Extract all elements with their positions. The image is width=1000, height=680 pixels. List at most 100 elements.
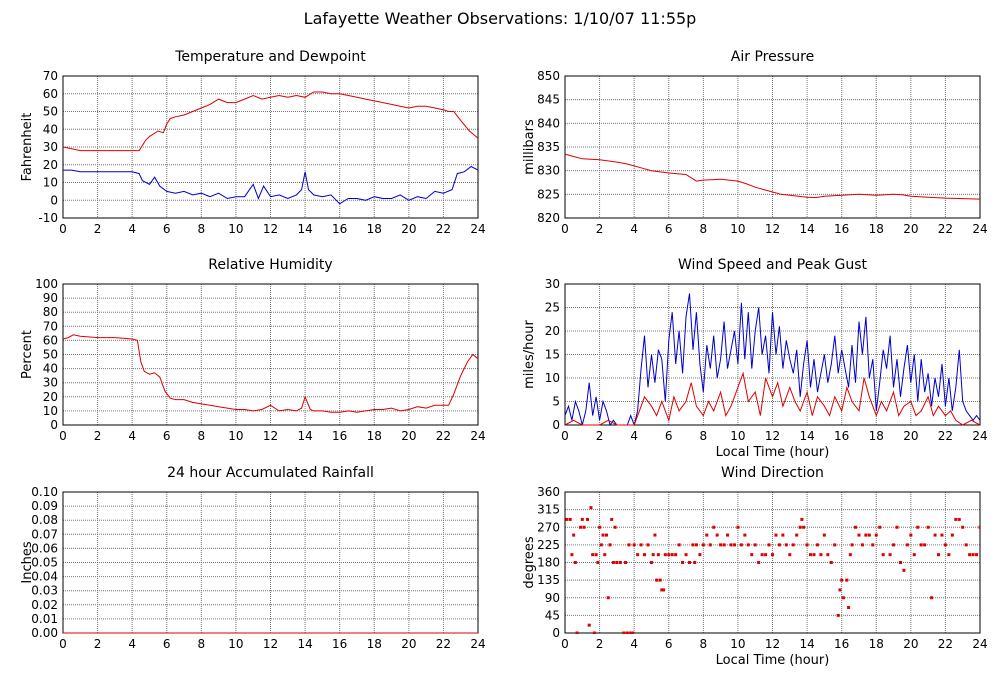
humidity-x-tick-label: 18	[367, 429, 382, 443]
direction-point	[760, 553, 764, 557]
direction-x-axis-label: Local Time (hour)	[716, 653, 830, 668]
direction-y-tick-label: 135	[537, 573, 560, 587]
wind-x-tick-label: 8	[700, 429, 708, 443]
direction-point	[705, 533, 709, 537]
direction-point	[670, 553, 674, 557]
direction-point	[585, 517, 589, 521]
direction-point	[753, 543, 757, 547]
direction-point	[674, 553, 678, 557]
humidity-plot-frame	[62, 283, 479, 426]
humidity-series-red-line	[63, 334, 478, 413]
humidity-y-tick-label: 50	[43, 348, 58, 362]
direction-point	[961, 525, 965, 529]
humidity-x-tick-label: 12	[263, 429, 278, 443]
rain-x-tick-label: 6	[163, 637, 171, 651]
direction-point	[613, 525, 617, 529]
direction-point	[726, 533, 730, 537]
wind-x-tick-label: 16	[834, 429, 849, 443]
direction-point	[629, 631, 633, 634]
direction-point	[587, 623, 591, 627]
temp-y-tick-label: 40	[43, 122, 58, 136]
direction-point	[841, 596, 845, 600]
direction-point	[909, 533, 913, 537]
wind-x-tick-label: 6	[665, 429, 673, 443]
direction-point	[833, 543, 837, 547]
direction-point	[757, 561, 761, 564]
direction-point	[615, 561, 619, 564]
direction-point	[912, 553, 916, 557]
direction-point	[860, 543, 864, 547]
direction-point	[589, 506, 593, 510]
direction-point	[591, 553, 595, 557]
pressure-title: Air Pressure	[731, 49, 814, 65]
direction-point	[592, 631, 596, 634]
direction-point	[663, 553, 667, 557]
wind-plot-frame	[564, 283, 981, 426]
direction-point	[625, 631, 629, 634]
temp-x-tick-label: 4	[128, 222, 136, 236]
direction-point	[610, 517, 614, 521]
direction-point	[605, 533, 608, 537]
temp-y-tick-label: -10	[38, 211, 58, 225]
direction-point	[916, 525, 920, 529]
direction-y-tick-label: 315	[537, 503, 560, 517]
direction-point	[584, 487, 587, 490]
rain-x-tick-label: 4	[128, 637, 136, 651]
temp-x-tick-label: 16	[332, 222, 347, 236]
wind-x-tick-label: 18	[869, 429, 884, 443]
direction-x-tick-label: 16	[834, 637, 849, 651]
humidity-y-tick-label: 30	[43, 376, 58, 390]
temp-x-tick-label: 2	[94, 222, 102, 236]
humidity-y-tick-label: 60	[43, 333, 58, 347]
humidity-x-tick-label: 24	[470, 429, 485, 443]
direction-point	[774, 533, 778, 537]
rain-y-tick-label: 0.10	[31, 485, 58, 499]
direction-point	[784, 543, 788, 547]
direction-point	[568, 517, 572, 521]
rain-x-tick-label: 8	[198, 637, 206, 651]
direction-point	[598, 525, 602, 529]
wind-y-tick-label: 10	[545, 371, 560, 385]
rain-y-tick-label: 0.08	[31, 513, 58, 527]
pressure-y-tick-label: 845	[537, 93, 560, 107]
direction-point	[809, 553, 813, 557]
direction-point	[715, 533, 719, 537]
rain-x-tick-label: 20	[401, 637, 416, 651]
direction-point	[885, 487, 888, 490]
wind-x-tick-label: 2	[596, 429, 604, 443]
direction-y-tick-label: 270	[537, 520, 560, 534]
rain-y-tick-label: 0.01	[31, 612, 58, 626]
temp-x-tick-label: 22	[436, 222, 451, 236]
wind-x-tick-label: 4	[630, 429, 638, 443]
direction-point	[871, 543, 875, 547]
wind-y-tick-label: 5	[552, 395, 560, 409]
humidity-x-tick-label: 6	[163, 429, 171, 443]
temp-x-tick-label: 20	[401, 222, 416, 236]
direction-point	[844, 487, 847, 490]
direction-point	[636, 553, 640, 557]
wind-series-red-line	[565, 371, 980, 426]
wind-x-axis-label: Local Time (hour)	[716, 445, 830, 460]
humidity-x-tick-label: 16	[332, 429, 347, 443]
pressure-y-axis-label: millibars	[522, 119, 537, 175]
direction-x-tick-label: 0	[561, 637, 569, 651]
direction-point	[630, 631, 634, 634]
direction-point	[594, 553, 598, 557]
rain-y-tick-label: 0.00	[31, 626, 58, 640]
pressure-x-tick-label: 14	[799, 222, 814, 236]
direction-point	[840, 578, 844, 582]
direction-point	[892, 543, 896, 547]
wind-y-tick-label: 0	[552, 418, 560, 432]
pressure-x-tick-label: 24	[972, 222, 987, 236]
direction-point	[656, 553, 660, 557]
rain-y-tick-label: 0.02	[31, 598, 58, 612]
direction-point	[964, 543, 968, 547]
temp-x-tick-label: 6	[163, 222, 171, 236]
direction-plot-frame	[564, 491, 981, 634]
direction-point	[573, 561, 577, 564]
direction-point	[622, 631, 626, 634]
direction-point	[653, 533, 657, 537]
